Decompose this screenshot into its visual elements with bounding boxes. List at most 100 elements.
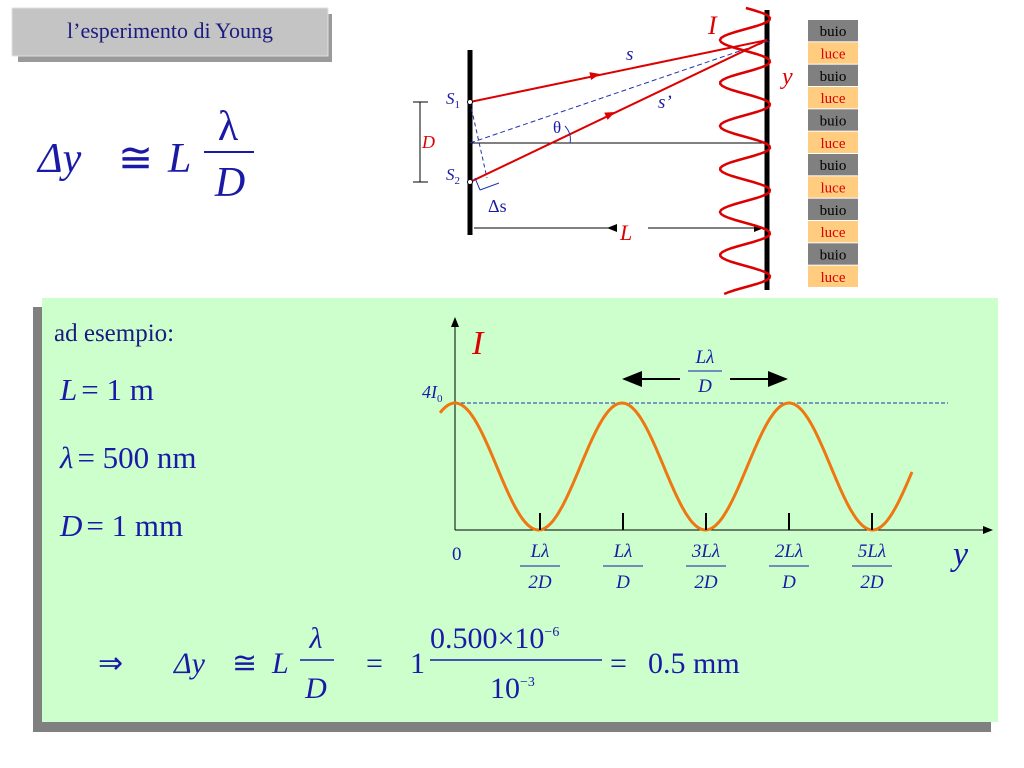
slit-label-sub: 2 — [455, 175, 461, 187]
ray-arrow — [589, 72, 600, 80]
title-box — [11, 7, 329, 57]
ray-1 — [469, 39, 768, 103]
band-label: luce — [821, 225, 846, 241]
result-lhs: Δy — [173, 647, 206, 680]
band-label: luce — [821, 270, 846, 286]
result-numerator: λ — [309, 622, 323, 655]
den-main: 10 — [490, 672, 520, 705]
graph-x-label: y — [950, 536, 969, 573]
intensity-wave — [718, 6, 772, 296]
theta-label: θ — [553, 118, 561, 137]
band — [808, 221, 858, 243]
spacing-num: Lλ — [695, 347, 715, 368]
example-symbol: L — [59, 372, 77, 407]
band-label: buio — [820, 158, 847, 174]
max-label-sub: 0 — [437, 393, 443, 405]
implies: ⇒ — [98, 647, 123, 680]
formula-lhs: Δy — [36, 136, 82, 182]
formula-factor: L — [167, 136, 191, 182]
origin-label: 0 — [452, 544, 462, 565]
formula: Δy ≅ L λ D — [36, 104, 254, 206]
band — [808, 87, 858, 109]
result-approx: ≅ — [232, 647, 257, 680]
s2-label: s’ — [658, 92, 672, 113]
path-difference-line — [469, 101, 488, 179]
x-tick-num: Lλ — [530, 541, 550, 562]
s-label: s — [626, 44, 633, 65]
x-tick-num: Lλ — [613, 541, 633, 562]
max-label: 4I0 — [422, 382, 443, 405]
band-label: buio — [820, 69, 847, 85]
x-tick-num: 5Lλ — [858, 541, 886, 562]
band-label: luce — [821, 181, 846, 197]
x-tick-den: 2D — [528, 572, 552, 593]
title: l’esperimento di Young — [67, 18, 273, 43]
slit-label-main: S — [446, 165, 455, 184]
ds-bracket — [474, 177, 500, 191]
equals: = — [366, 647, 383, 680]
d-label: D — [421, 132, 435, 152]
graph-y-label: I — [471, 325, 485, 362]
den-exp: −3 — [520, 675, 535, 690]
x-tick-den: D — [615, 572, 630, 593]
slit-label-sub: 1 — [455, 99, 461, 111]
equals: = — [610, 647, 627, 680]
d-bracket — [413, 101, 428, 183]
band — [808, 198, 858, 220]
result-num: 0.500×10−6 — [430, 622, 559, 655]
example-value: = 500 nm — [77, 440, 196, 475]
band — [808, 265, 858, 287]
example-line: L = 1 m — [59, 372, 154, 407]
formula-denominator: D — [214, 160, 245, 206]
panel — [42, 298, 998, 722]
example-line: λ = 500 nm — [59, 440, 197, 475]
example-symbol: λ — [59, 440, 73, 475]
band — [808, 176, 858, 198]
band-label: buio — [820, 203, 847, 219]
slit-label-main: S — [446, 89, 455, 108]
young-diagram: S1 S2 D Δs θ s s’ L I y — [413, 10, 793, 290]
band-label: luce — [821, 136, 846, 152]
num-main: 0.500×10 — [430, 622, 544, 655]
y-label: y — [780, 64, 793, 90]
x-tick-num: 3Lλ — [691, 541, 720, 562]
result-denominator: D — [304, 672, 327, 705]
num-exp: −6 — [544, 625, 559, 640]
band-label: buio — [820, 24, 847, 40]
max-label-main: 4I — [422, 382, 438, 402]
band — [808, 42, 858, 64]
example-line: D = 1 mm — [59, 508, 183, 543]
slit — [467, 179, 473, 185]
band-label: luce — [821, 47, 846, 63]
ray-2 — [469, 39, 768, 183]
slit-label: S2 — [446, 165, 460, 187]
example-symbol: D — [59, 508, 82, 543]
ds-label: Δs — [488, 196, 507, 216]
formula-approx: ≅ — [118, 136, 153, 182]
x-tick-den: 2D — [694, 572, 718, 593]
band — [808, 20, 858, 42]
example-heading: ad esempio: — [54, 320, 174, 347]
coefficient: 1 — [410, 647, 425, 680]
center-ray — [469, 39, 773, 144]
angle-arc — [564, 125, 571, 144]
result-value: 0.5 mm — [648, 647, 740, 680]
band — [808, 131, 858, 153]
ray-arrow — [604, 112, 615, 120]
band — [808, 154, 858, 176]
result: ⇒ Δy ≅ L λ D = 1 0.500×10−6 10−3 = 0.5 m… — [98, 622, 740, 705]
l-label: L — [619, 220, 632, 245]
band-label: buio — [820, 248, 847, 264]
example-value: = 1 m — [81, 372, 154, 407]
x-tick-den: D — [781, 572, 796, 593]
example-value: = 1 mm — [86, 508, 183, 543]
slit-label: S1 — [446, 89, 460, 111]
band — [808, 109, 858, 131]
x-tick-den: 2D — [860, 572, 884, 593]
band — [808, 243, 858, 265]
formula-numerator: λ — [218, 104, 239, 150]
band-label: luce — [821, 91, 846, 107]
slit — [467, 99, 473, 105]
intensity-label: I — [707, 11, 718, 40]
